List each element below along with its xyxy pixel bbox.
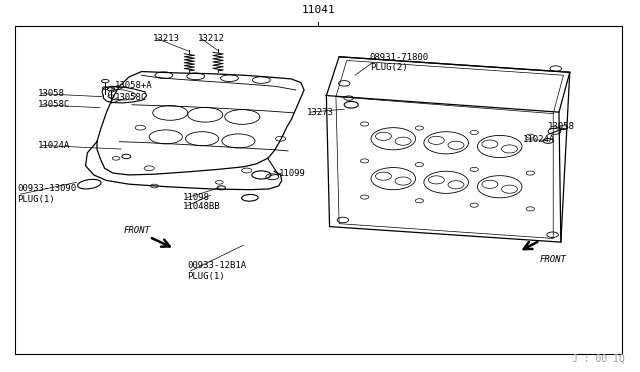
Text: FRONT: FRONT bbox=[124, 226, 150, 235]
Text: FRONT: FRONT bbox=[540, 254, 566, 263]
Text: 13213: 13213 bbox=[153, 34, 180, 43]
Text: 13273: 13273 bbox=[307, 108, 334, 117]
Text: 00933-13090
PLUG(1): 00933-13090 PLUG(1) bbox=[17, 185, 76, 204]
Text: 11041: 11041 bbox=[301, 6, 335, 15]
Text: 11098: 11098 bbox=[183, 193, 210, 202]
Text: 11024A: 11024A bbox=[523, 135, 555, 144]
Text: 13058+A: 13058+A bbox=[115, 81, 152, 90]
Text: 13058: 13058 bbox=[38, 89, 65, 98]
Text: J : 00 IQ: J : 00 IQ bbox=[572, 353, 625, 363]
Text: 11024A: 11024A bbox=[38, 141, 70, 150]
Text: 11099: 11099 bbox=[278, 169, 305, 177]
Bar bbox=[15, 26, 622, 354]
Text: 13058C: 13058C bbox=[38, 100, 70, 109]
Text: 13212: 13212 bbox=[198, 34, 225, 43]
Text: 08931-71800
PLUG(2): 08931-71800 PLUG(2) bbox=[370, 52, 429, 72]
Text: 13058C: 13058C bbox=[115, 93, 147, 102]
Text: 13058: 13058 bbox=[548, 122, 575, 131]
Text: 11048BB: 11048BB bbox=[183, 202, 221, 211]
Text: 00933-12B1A
PLUG(1): 00933-12B1A PLUG(1) bbox=[188, 261, 246, 280]
